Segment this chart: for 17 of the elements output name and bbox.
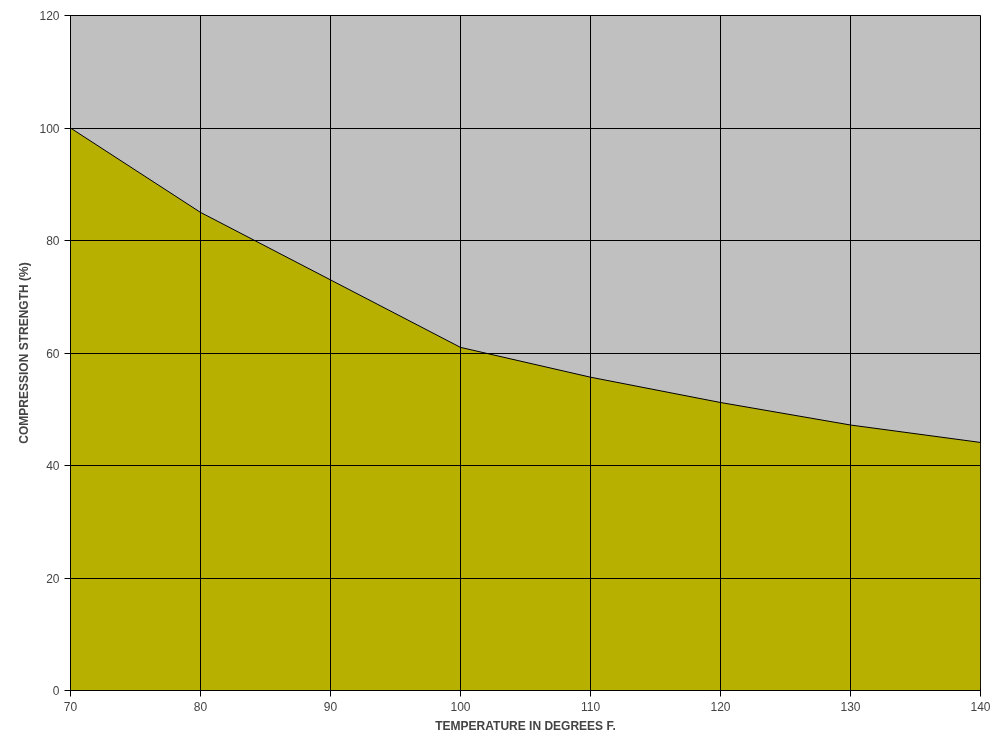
y-tick-label: 0 [52,684,60,698]
x-tick-label: 100 [450,699,471,714]
x-tick-label: 130 [840,699,861,714]
y-tick-label: 20 [46,571,60,586]
y-tick-label: 120 [39,9,60,23]
x-tick-label: 80 [193,699,208,714]
x-axis-title: TEMPERATURE IN DEGREES F. [435,718,616,733]
x-tick-label: 70 [63,699,78,714]
y-tick-label: 80 [46,234,60,248]
y-tick-label: 100 [39,121,60,136]
y-tick-label: 60 [46,346,60,361]
y-axis-title: COMPRESSION STRENGTH (%) [17,262,32,444]
x-tick-label: 90 [323,699,338,714]
x-tick-label: 120 [710,699,731,714]
x-tick-label: 140 [970,699,991,714]
y-tick-label: 40 [46,459,60,473]
x-tick-label: 110 [580,699,601,714]
